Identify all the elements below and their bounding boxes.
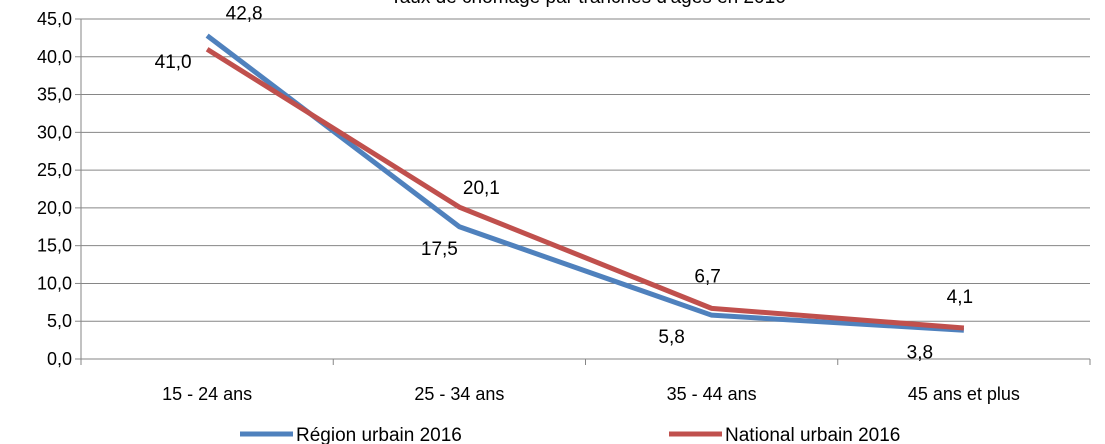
- data-label: 17,5: [421, 239, 458, 260]
- data-label: 3,8: [907, 342, 933, 363]
- data-label: 6,7: [694, 266, 720, 287]
- x-tick-label: 15 - 24 ans: [162, 384, 252, 404]
- y-tick-label: 5,0: [47, 311, 72, 331]
- y-tick-label: 20,0: [37, 198, 72, 218]
- gridlines: [81, 18, 1090, 360]
- y-tick-label: 40,0: [37, 47, 72, 67]
- legend-label: Région urbain 2016: [296, 425, 462, 444]
- y-tick-label: 15,0: [37, 236, 72, 256]
- data-label: 20,1: [463, 178, 500, 199]
- data-label: 42,8: [226, 4, 263, 25]
- x-tick-label: 25 - 34 ans: [414, 384, 504, 404]
- data-label: 5,8: [658, 327, 684, 348]
- legend-label: National urbain 2016: [725, 425, 900, 444]
- series-line-1: [205, 33, 965, 333]
- y-tick-label: 10,0: [37, 273, 72, 293]
- data-label: 4,1: [947, 287, 973, 308]
- chart-title: Taux de chômage par tranches d'âges en 2…: [390, 0, 786, 8]
- x-tick-label: 35 - 44 ans: [667, 384, 757, 404]
- y-tick-label: 30,0: [37, 122, 72, 142]
- x-tick-label: 45 ans et plus: [908, 384, 1020, 404]
- y-tick-label: 45,0: [37, 9, 72, 29]
- data-label: 41,0: [155, 52, 192, 73]
- y-tick-label: 25,0: [37, 160, 72, 180]
- axes: [80, 19, 1090, 360]
- y-axis-ticks: 0,0 5,0 10,0 15,0 20,0 25,0 30,0 35,0 40,0 45,0: [37, 9, 81, 369]
- data-labels: 42,8 17,5 5,8 3,8 41,0 20,1 6,7 4,1: [155, 4, 973, 364]
- x-axis-ticks: 15 - 24 ans 25 - 34 ans 35 - 44 ans 45 ans …: [80, 359, 1091, 404]
- y-tick-label: 0,0: [47, 349, 72, 369]
- series-line-2: [205, 47, 965, 331]
- series-lines: [205, 33, 965, 333]
- y-tick-label: 35,0: [37, 85, 72, 105]
- legend: Région urbain 2016 National urbain 2016: [240, 425, 900, 444]
